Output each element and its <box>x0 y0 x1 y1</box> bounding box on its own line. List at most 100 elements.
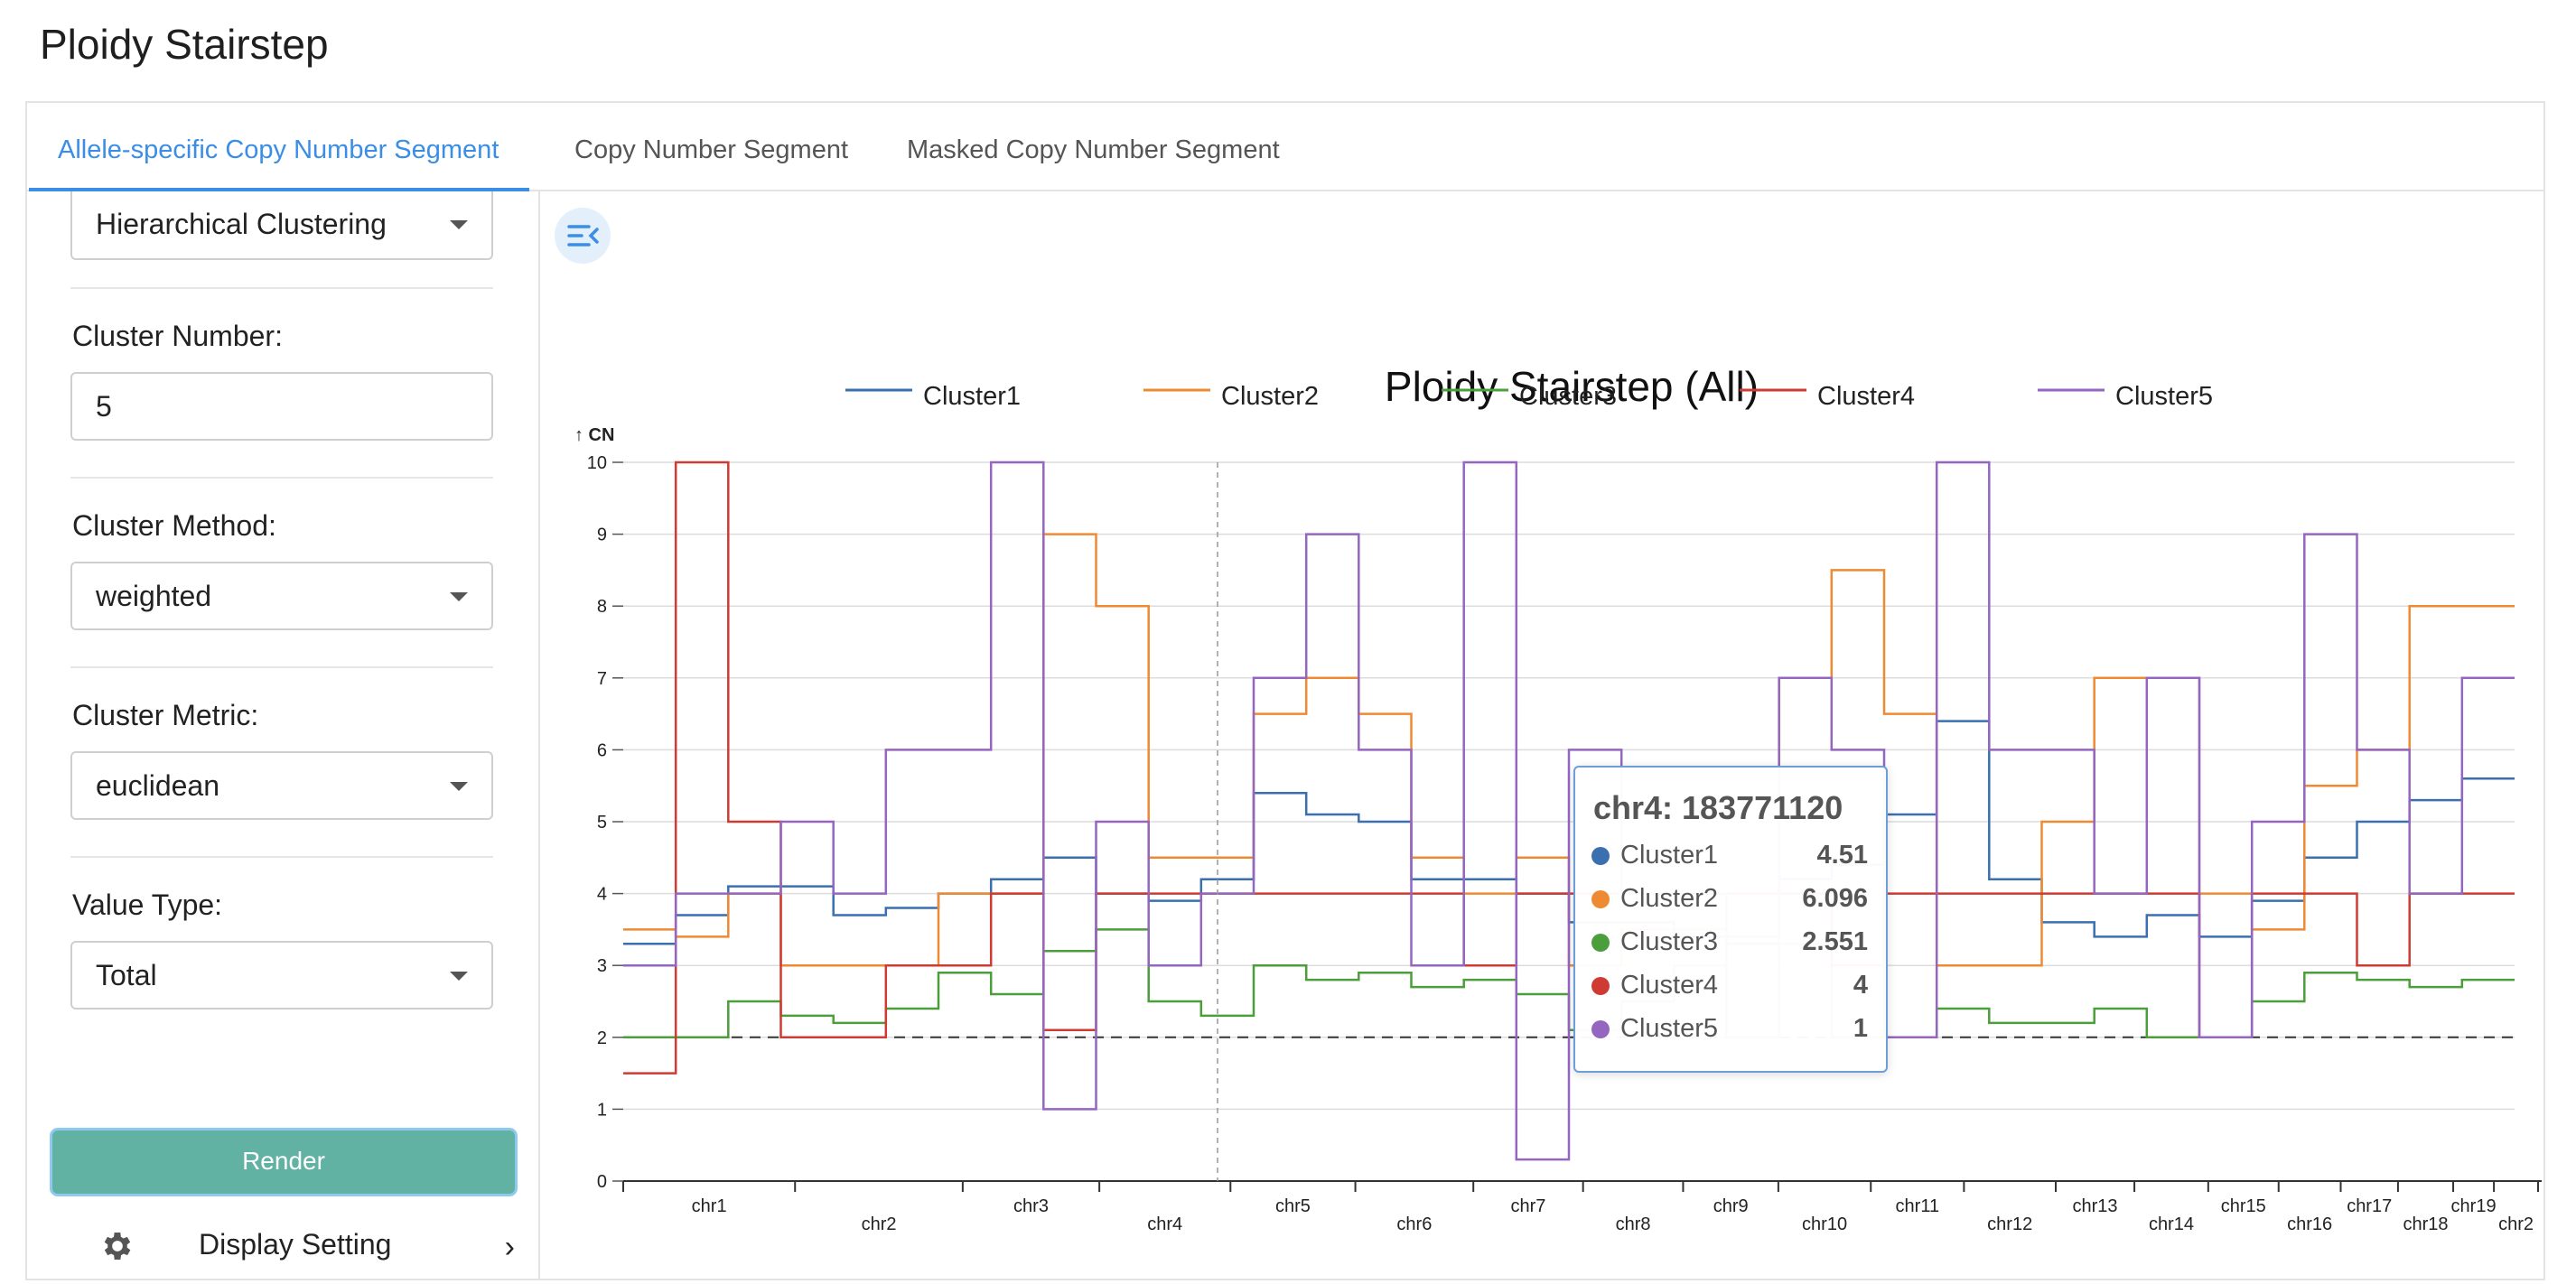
legend-label: Cluster1 <box>923 382 1021 411</box>
tooltip-series-value: 1 <box>1853 1014 1868 1043</box>
x-tick-label: chr1 <box>692 1196 727 1216</box>
cluster-method-select[interactable]: weighted <box>70 562 493 630</box>
x-tick-label: chr5 <box>1275 1196 1311 1216</box>
divider <box>70 856 493 858</box>
y-tick-label: 3 <box>597 956 607 976</box>
series-dot-icon <box>1591 847 1610 865</box>
cluster-metric-select[interactable]: euclidean <box>70 751 493 820</box>
legend-label: Cluster3 <box>1519 382 1617 411</box>
chevron-down-icon <box>450 592 468 601</box>
cluster-number-input[interactable]: 5 <box>70 372 493 441</box>
y-tick-label: 10 <box>587 453 607 473</box>
display-setting-row[interactable]: Display Setting › <box>72 1212 515 1284</box>
tooltip-series-name: Cluster3 <box>1620 927 1718 956</box>
divider <box>70 287 493 289</box>
x-tick-label: chr7 <box>1510 1196 1545 1216</box>
cluster-method-label: Cluster Method: <box>72 509 276 542</box>
chart-title: Ploidy Stairstep (All) <box>1385 363 1759 410</box>
cluster-metric-value: euclidean <box>96 769 219 802</box>
tooltip-series-name: Cluster1 <box>1620 841 1718 870</box>
tooltip-row: Cluster4 4 <box>1591 968 1868 1004</box>
y-tick-label: 5 <box>597 813 607 833</box>
x-tick-label: chr3 <box>1013 1196 1049 1216</box>
series-dot-icon <box>1591 977 1610 995</box>
gear-icon <box>104 1233 131 1260</box>
series-line <box>623 928 2515 1039</box>
value-type-select[interactable]: Total <box>70 941 493 1010</box>
x-tick-label: chr2 <box>2498 1214 2534 1234</box>
tooltip-row: Cluster3 2.551 <box>1591 925 1868 961</box>
divider <box>70 666 493 668</box>
chevron-right-icon: › <box>504 1230 515 1264</box>
legend-label: Cluster5 <box>2115 382 2213 411</box>
tooltip-series-value: 2.551 <box>1802 927 1868 956</box>
divider <box>70 477 493 479</box>
app-title: Ploidy Stairstep <box>40 21 329 68</box>
collapse-sidebar-button[interactable] <box>555 208 611 264</box>
tooltip-series-name: Cluster5 <box>1620 1014 1718 1043</box>
x-tick-label: chr19 <box>2451 1196 2497 1216</box>
tooltip-row: Cluster5 1 <box>1591 1011 1868 1047</box>
y-tick-label: 6 <box>597 740 607 760</box>
x-tick-label: chr17 <box>2347 1196 2392 1216</box>
y-tick-label: 2 <box>597 1028 607 1048</box>
main-frame: Allele-specific Copy Number Segment Copy… <box>25 101 2545 1280</box>
legend-label: Cluster4 <box>1817 382 1915 411</box>
x-tick-label: chr11 <box>1896 1196 1940 1216</box>
tooltip-row: Cluster2 6.096 <box>1591 881 1868 917</box>
tooltip-series-value: 4.51 <box>1816 841 1868 870</box>
x-tick-label: chr8 <box>1616 1214 1651 1234</box>
x-tick-label: chr9 <box>1713 1196 1749 1216</box>
clustering-method-value: Hierarchical Clustering <box>96 208 387 240</box>
tooltip-series-name: Cluster2 <box>1620 884 1718 913</box>
value-type-label: Value Type: <box>72 889 223 921</box>
y-tick-label: 1 <box>597 1100 607 1120</box>
legend-label: Cluster2 <box>1221 382 1319 411</box>
x-tick-label: chr14 <box>2149 1214 2194 1234</box>
clustering-method-select[interactable]: Hierarchical Clustering <box>70 191 493 260</box>
cluster-number-value: 5 <box>96 390 112 423</box>
cluster-method-value: weighted <box>96 580 212 612</box>
render-button[interactable]: Render <box>52 1130 515 1194</box>
x-tick-label: chr16 <box>2287 1214 2332 1234</box>
tab-allele-specific-cn-segment[interactable]: Allele-specific Copy Number Segment <box>28 103 530 191</box>
x-tick-label: chr6 <box>1396 1214 1432 1234</box>
cluster-metric-label: Cluster Metric: <box>72 699 259 731</box>
series-dot-icon <box>1591 1020 1610 1038</box>
value-type-value: Total <box>96 959 157 991</box>
chevron-down-icon <box>450 972 468 981</box>
x-tick-label: chr10 <box>1802 1214 1847 1234</box>
tooltip-row: Cluster1 4.51 <box>1591 838 1868 874</box>
x-tick-label: chr2 <box>862 1214 897 1234</box>
tab-masked-cn-segment[interactable]: Masked Copy Number Segment <box>907 135 1280 164</box>
y-tick-label: 7 <box>597 669 607 689</box>
tab-cn-segment[interactable]: Copy Number Segment <box>574 135 849 164</box>
y-tick-label: 9 <box>597 526 607 545</box>
series-line <box>623 461 2515 1161</box>
tooltip-series-name: Cluster4 <box>1620 971 1718 1000</box>
stairstep-chart: Ploidy Stairstep (All)Cluster1 Cluster2 Cl… <box>574 363 2542 1234</box>
tooltip-series-value: 6.096 <box>1802 884 1868 913</box>
y-tick-label: 4 <box>597 885 607 905</box>
series-dot-icon <box>1591 934 1610 952</box>
y-axis-label: ↑ CN <box>574 425 614 445</box>
x-tick-label: chr18 <box>2403 1214 2448 1234</box>
x-tick-label: chr13 <box>2073 1196 2118 1216</box>
x-tick-label: chr12 <box>1987 1214 2032 1234</box>
collapse-menu-icon <box>567 225 599 247</box>
tooltip-title: chr4: 183771120 <box>1593 789 1843 826</box>
chevron-down-icon <box>450 220 468 229</box>
tab-bar: Allele-specific Copy Number Segment Copy… <box>27 103 2543 191</box>
settings-sidebar: Hierarchical Clustering Cluster Number: … <box>27 191 540 1280</box>
tooltip-series-value: 4 <box>1853 971 1868 1000</box>
display-setting-label: Display Setting <box>199 1228 392 1261</box>
chart-panel: Ploidy Stairstep (All) Cluster1 Cluster2 Cl… <box>542 191 2545 1280</box>
x-tick-label: chr15 <box>2221 1196 2266 1216</box>
chart-tooltip: chr4: 183771120 Cluster1 4.51 Cluster2 6.09… <box>1573 766 1888 1073</box>
y-tick-label: 0 <box>597 1172 607 1192</box>
series-dot-icon <box>1591 890 1610 908</box>
chevron-down-icon <box>450 782 468 791</box>
x-tick-label: chr4 <box>1147 1214 1182 1234</box>
y-tick-label: 8 <box>597 597 607 617</box>
cluster-number-label: Cluster Number: <box>72 320 283 352</box>
